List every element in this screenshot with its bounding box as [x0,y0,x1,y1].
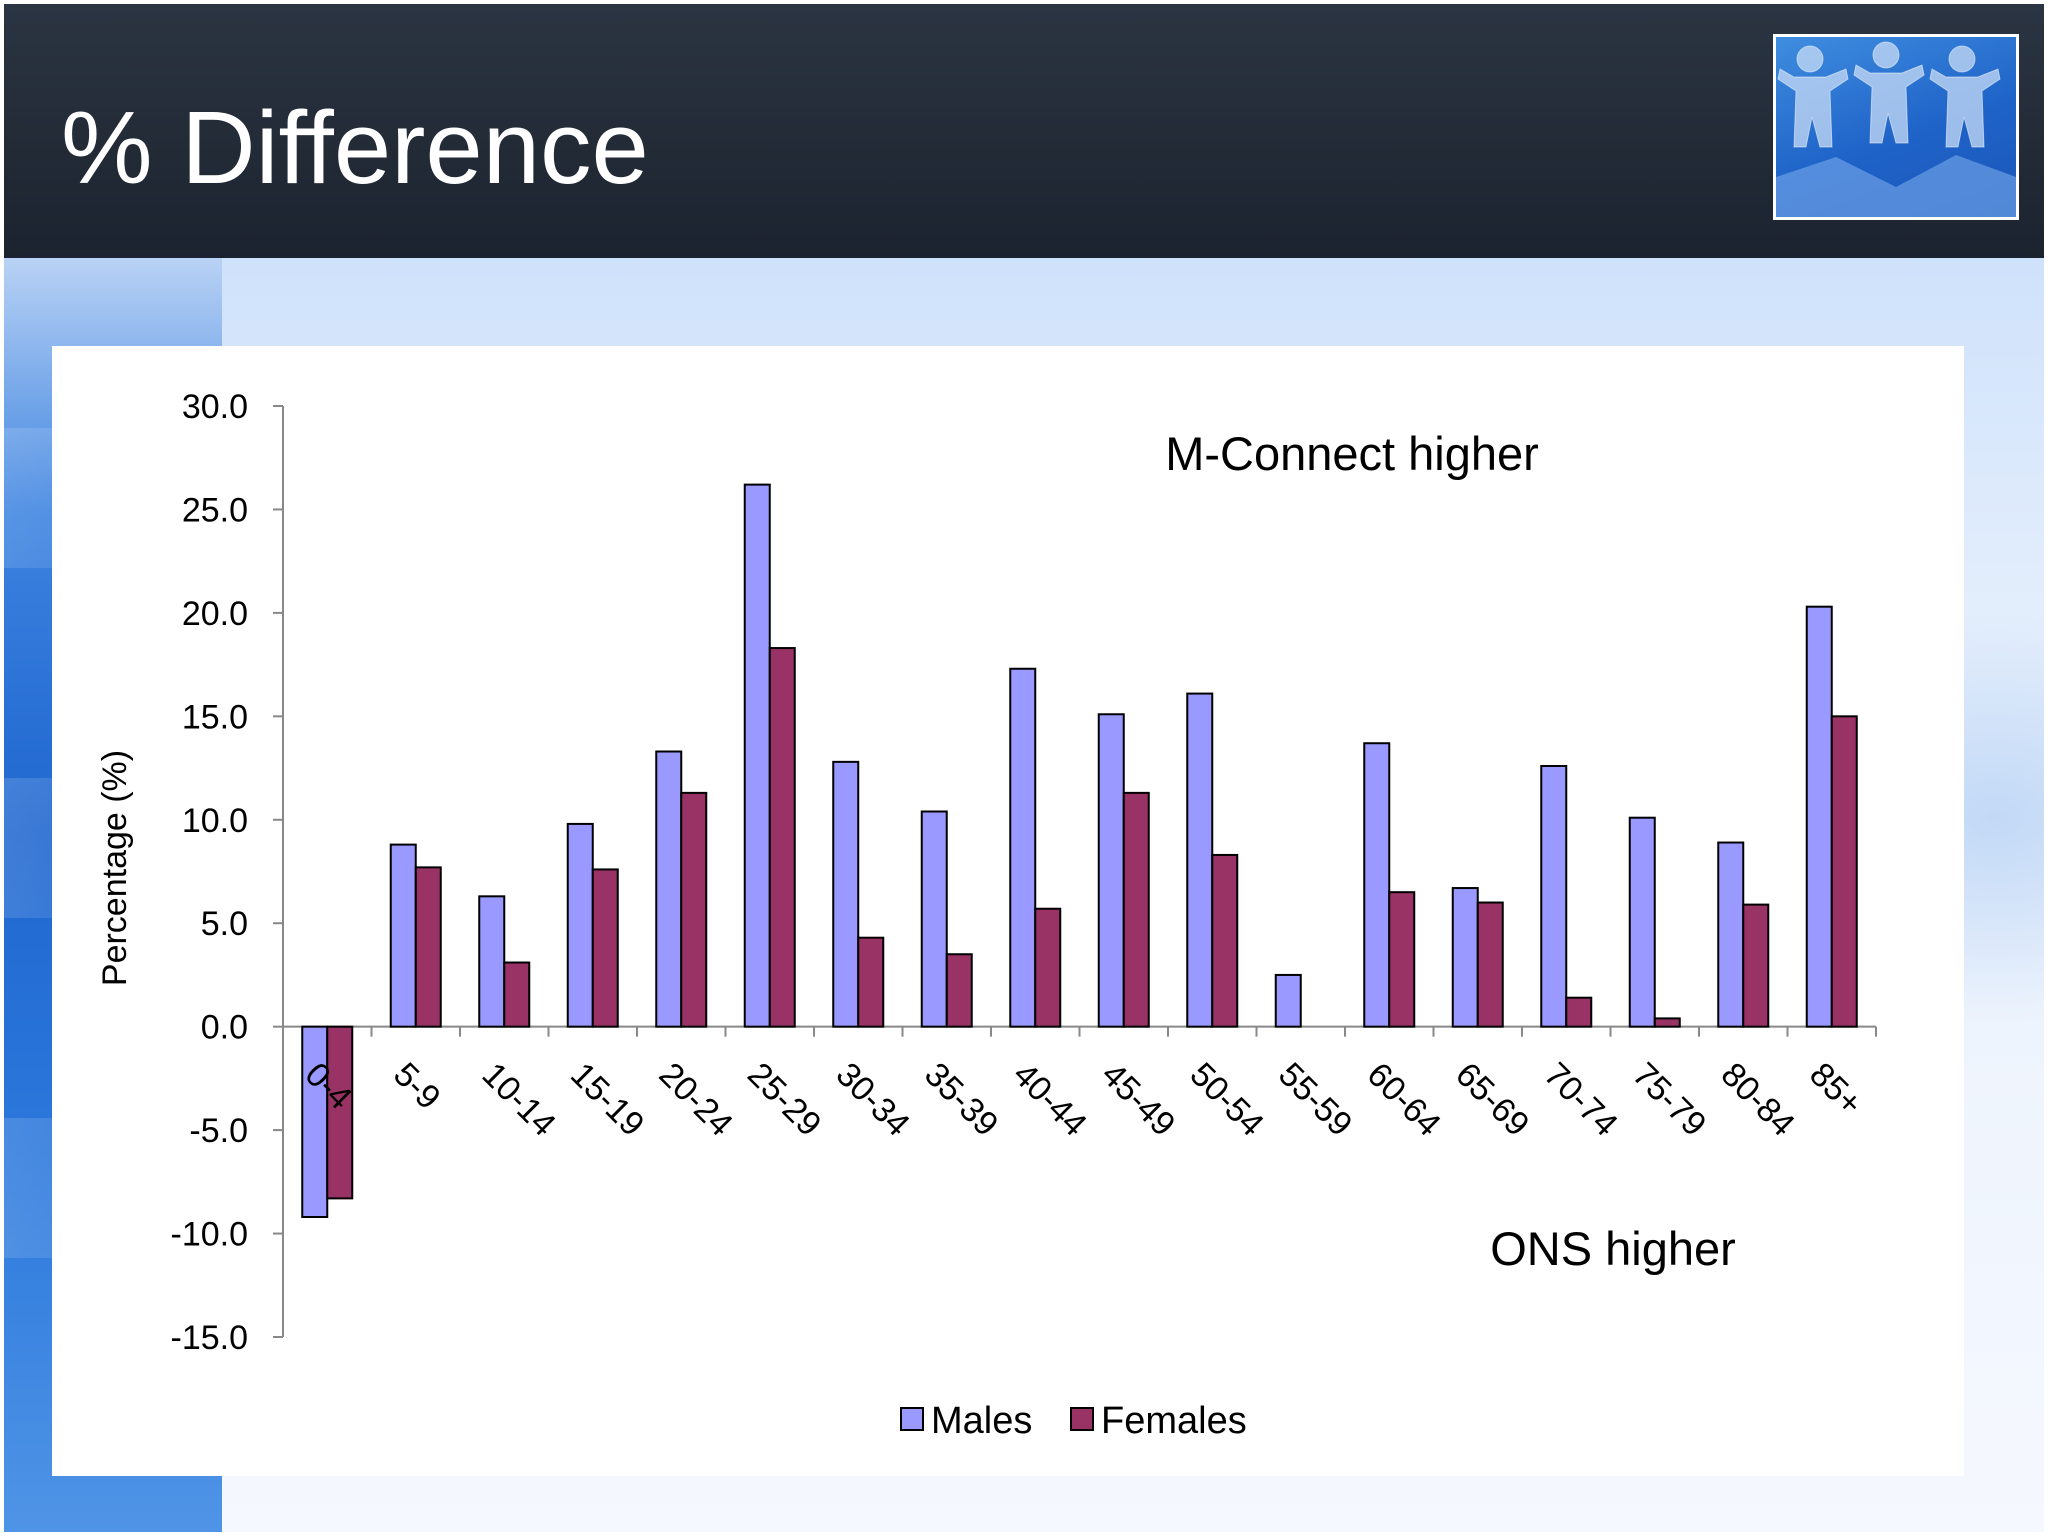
x-tick-label: 35-39 [917,1055,1005,1143]
x-tick-label: 65-69 [1448,1055,1536,1143]
x-tick-label: 30-34 [829,1055,917,1143]
bar-females-85+ [1830,715,1858,1028]
y-tick-label: -10.0 [171,1216,249,1254]
bar-females-10-14 [503,961,531,1028]
x-tick-label: 45-49 [1094,1055,1182,1143]
bar-females-0-4 [326,1025,354,1200]
bar-females-15-19 [591,868,619,1028]
bar-males-50-54 [1186,692,1214,1028]
bar-males-25-29 [743,483,771,1028]
bar-males-20-24 [655,750,683,1028]
y-tick-label: 25.0 [182,491,248,529]
x-tick-label: 80-84 [1714,1055,1802,1143]
paper-people-icon [1776,41,2016,217]
slide-header: % Difference [4,4,2044,258]
y-tick-label: -15.0 [171,1319,249,1357]
bar-females-80-84 [1742,903,1770,1028]
annotation-bottom: ONS higher [1490,1222,1736,1275]
bar-females-50-54 [1211,853,1239,1028]
bar-males-5-9 [389,843,417,1028]
y-tick-label: 30.0 [182,388,248,426]
bar-females-75-79 [1653,1017,1681,1028]
y-tick-label: 20.0 [182,595,248,633]
bar-males-80-84 [1717,841,1745,1028]
paper-people-chain-logo [1773,34,2019,220]
x-tick-label: 40-44 [1006,1055,1094,1143]
bar-females-65-69 [1476,901,1504,1028]
bar-males-55-59 [1274,973,1302,1028]
x-tick-label: 50-54 [1183,1055,1271,1143]
y-axis-label: Percentage (%) [96,750,134,986]
bar-chart: 30.0 25.0 20.0 15.0 10.0 5.0 0.0 -5.0 -10.0 -15.0… [96,388,1877,1442]
bar-males-35-39 [920,810,948,1028]
bar-males-60-64 [1363,742,1391,1028]
x-tick-label: 10-14 [475,1055,563,1143]
y-tick-label: 10.0 [182,802,248,840]
x-tick-label: 60-64 [1360,1055,1448,1143]
bar-males-30-34 [832,760,860,1028]
y-tick-label: 15.0 [182,698,248,736]
bar-females-45-49 [1122,791,1150,1028]
bar-females-5-9 [414,866,442,1028]
bar-females-35-39 [945,953,973,1028]
legend-swatch-females [1070,1407,1094,1431]
x-tick-label: 25-29 [740,1055,828,1143]
x-tick-label: 70-74 [1537,1055,1625,1143]
bar-males-45-49 [1097,713,1125,1028]
bar-males-10-14 [478,895,506,1028]
bar-males-40-44 [1009,667,1037,1028]
x-tick-label: 5-9 [386,1055,448,1117]
bar-females-40-44 [1034,907,1062,1028]
bar-males-85+ [1805,605,1833,1028]
chart-legend: Males Females [900,1400,1247,1442]
bar-males-75-79 [1628,816,1656,1028]
bar-females-20-24 [680,791,708,1028]
y-tick-label: -5.0 [189,1112,248,1150]
bar-males-15-19 [566,822,594,1028]
bar-females-70-74 [1565,996,1593,1028]
bar-females-30-34 [857,936,885,1028]
bar-males-65-69 [1451,887,1479,1028]
x-tick-label: 15-19 [563,1055,651,1143]
legend-swatch-males [900,1407,924,1431]
annotation-top: M-Connect higher [1165,427,1539,480]
bar-females-25-29 [768,647,796,1028]
legend-label-males: Males [931,1400,1032,1442]
y-tick-label: 0.0 [201,1009,248,1047]
x-tick-label: 20-24 [652,1055,740,1143]
y-tick-label: 5.0 [201,905,248,943]
x-tick-label: 55-59 [1271,1055,1359,1143]
legend-label-females: Females [1101,1400,1247,1442]
slide-title: % Difference [61,90,649,205]
bar-males-70-74 [1540,764,1568,1028]
x-tick-label: 75-79 [1625,1055,1713,1143]
x-tick-label: 85+ [1802,1055,1870,1123]
bar-females-60-64 [1388,891,1416,1028]
chart-panel: 30.0 25.0 20.0 15.0 10.0 5.0 0.0 -5.0 -10.0 -15.0… [52,346,1964,1476]
